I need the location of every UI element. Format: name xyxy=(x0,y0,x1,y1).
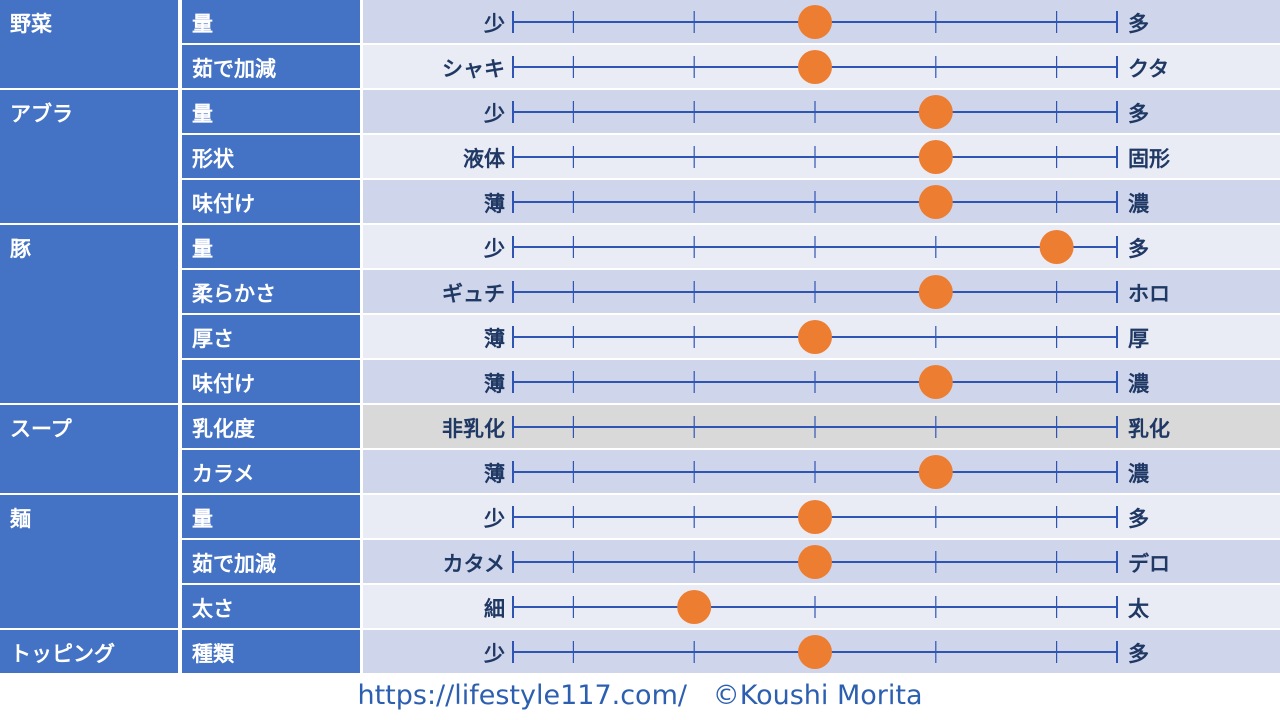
item-label: 茹で加減 xyxy=(192,552,276,576)
item-label: 量 xyxy=(192,237,213,261)
rating-dot xyxy=(798,320,832,354)
scale-left-label: カタメ xyxy=(443,552,505,576)
item-label: 乳化度 xyxy=(192,417,255,441)
scale-left-label: 薄 xyxy=(484,327,505,351)
rating-dot xyxy=(918,140,953,174)
item-cell xyxy=(182,450,360,493)
item-label: 量 xyxy=(192,507,213,531)
rating-dot xyxy=(798,635,832,669)
scale-right-label: 太 xyxy=(1128,597,1150,621)
scale-left-label: 液体 xyxy=(463,147,506,171)
item-label: 厚さ xyxy=(192,327,234,351)
rating-dot xyxy=(798,5,832,39)
item-label: 味付け xyxy=(192,192,255,216)
item-cell xyxy=(182,0,360,43)
category-cell xyxy=(0,405,178,493)
scale-left-label: 少 xyxy=(483,237,505,261)
scale-right-label: 多 xyxy=(1128,12,1149,36)
scale-left-label: 非乳化 xyxy=(442,417,505,441)
item-cell xyxy=(182,90,360,133)
scale-left-label: 少 xyxy=(483,507,505,531)
item-cell xyxy=(182,630,360,673)
category-label: 野菜 xyxy=(10,12,52,36)
scale-right-label: 濃 xyxy=(1128,192,1150,216)
scale-right-label: 乳化 xyxy=(1128,417,1170,441)
scale-left-label: 薄 xyxy=(484,192,505,216)
item-label: 量 xyxy=(192,12,213,36)
item-cell xyxy=(182,180,360,223)
item-label: 形状 xyxy=(192,147,235,171)
category-cell xyxy=(0,0,178,88)
rating-dot xyxy=(677,590,712,624)
scale-left-label: ギュチ xyxy=(442,282,505,306)
scale-right-label: 厚 xyxy=(1128,327,1149,351)
ramen-rating-chart: 野菜量少多茹で加減 シャキ クタアブラ量少多形状 液体 固形味付け薄濃豚量少多柔らかさギ… xyxy=(0,0,1280,673)
rating-dot xyxy=(918,95,953,129)
rating-dot xyxy=(918,365,953,399)
category-label: スープ xyxy=(10,417,73,441)
scale-right-label: クタ xyxy=(1128,57,1169,81)
scale-right-label: デロ xyxy=(1128,552,1170,576)
scale-left-label: 薄 xyxy=(484,372,505,396)
rating-dot xyxy=(798,500,832,534)
item-label: 太さ xyxy=(192,597,234,621)
category-label: 麺 xyxy=(9,507,31,531)
scale-left-label: 薄 xyxy=(484,462,505,486)
footer-copyright: ©Koushi Morita xyxy=(712,680,923,711)
category-label: 豚 xyxy=(10,237,31,261)
item-label: 茹で加減 xyxy=(192,57,276,81)
rating-dot xyxy=(918,185,953,219)
scale-right-label: 濃 xyxy=(1128,462,1150,486)
rating-dot xyxy=(798,50,832,84)
item-label: カラメ xyxy=(192,462,254,486)
item-cell xyxy=(182,45,360,88)
scale-right-label: 多 xyxy=(1128,237,1149,261)
rating-dot xyxy=(1039,230,1074,264)
category-label: トッピング xyxy=(10,642,115,666)
scale-left-label: 少 xyxy=(483,102,505,126)
item-label: 味付け xyxy=(192,372,255,396)
rating-dot xyxy=(918,275,953,309)
item-cell xyxy=(182,225,360,268)
item-label: 柔らかさ xyxy=(192,282,276,306)
scale-right-label: ホロ xyxy=(1128,282,1170,306)
scale-right-label: 多 xyxy=(1128,642,1149,666)
scale-left-label: 少 xyxy=(483,642,505,666)
footer: https://lifestyle117.com/ ©Koushi Morita xyxy=(0,675,1280,720)
item-label: 量 xyxy=(192,102,213,126)
scale-left-label: 細 xyxy=(484,597,505,621)
category-cell xyxy=(0,90,178,223)
scale-right-label: 多 xyxy=(1128,507,1149,531)
category-cell xyxy=(0,495,178,628)
item-cell xyxy=(182,495,360,538)
scale-left-label: 少 xyxy=(483,12,505,36)
category-label: アブラ xyxy=(10,102,73,126)
rating-dot xyxy=(918,455,953,489)
category-cell xyxy=(0,630,178,673)
item-cell xyxy=(182,270,360,313)
item-cell xyxy=(182,540,360,583)
item-label: 種類 xyxy=(192,642,235,666)
item-cell xyxy=(182,315,360,358)
scale-right-label: 多 xyxy=(1128,102,1149,126)
scale-right-label: 濃 xyxy=(1128,372,1150,396)
rating-dot xyxy=(798,545,832,579)
item-cell xyxy=(182,360,360,403)
category-cell xyxy=(0,225,178,403)
scale-left-label: シャキ xyxy=(442,57,505,81)
scale-right-label: 固形 xyxy=(1128,147,1170,171)
item-cell xyxy=(182,405,360,448)
item-cell xyxy=(182,585,360,628)
footer-url[interactable]: https://lifestyle117.com/ xyxy=(357,680,687,711)
item-cell xyxy=(182,135,360,178)
